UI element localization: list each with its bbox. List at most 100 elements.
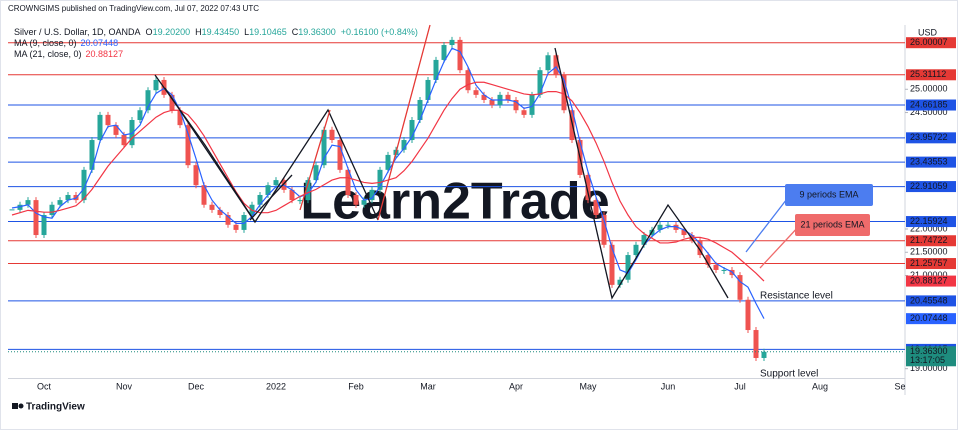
level-label: 20.45548: [910, 295, 948, 305]
candle: [353, 194, 359, 205]
trend-drawings: [154, 24, 801, 300]
candle: [521, 110, 527, 115]
level-label-box: [906, 216, 956, 228]
candle: [633, 244, 639, 256]
publisher: CROWNGIMS published on TradingView.com, …: [8, 4, 259, 13]
candle: [697, 240, 703, 256]
x-tick-label: Apr: [509, 381, 523, 391]
candle: [241, 215, 247, 230]
y-tick-label: 24.50000: [910, 107, 948, 117]
candle: [561, 74, 567, 111]
candle: [105, 114, 111, 126]
candle: [505, 94, 511, 100]
candle: [417, 99, 423, 121]
level-label: 22.15924: [910, 216, 948, 226]
legend-row: MA (9, close, 0) 20.07448: [14, 38, 118, 48]
currency: USD: [918, 27, 938, 37]
candle: [129, 120, 135, 146]
x-tick-label: Jun: [661, 381, 676, 391]
candle: [25, 200, 31, 205]
candle: [753, 330, 759, 358]
x-tick-label: Dec: [188, 381, 205, 391]
ma-label: 20.88127: [910, 275, 948, 285]
candle: [33, 200, 39, 236]
candle: [681, 229, 687, 236]
x-tick-label: Nov: [116, 381, 133, 391]
candle: [529, 94, 535, 115]
candle: [593, 200, 599, 216]
last-price-box: [906, 346, 956, 367]
ma-label-box: [906, 275, 956, 287]
level-label: 22.91059: [910, 181, 948, 191]
level-label-box: [906, 295, 956, 307]
candle: [65, 194, 71, 201]
candle: [441, 45, 447, 60]
candle: [657, 224, 663, 230]
candle: [345, 169, 351, 195]
x-tick-label: Oct: [37, 381, 52, 391]
callout-line: [759, 224, 801, 269]
level-label-box: [906, 181, 956, 193]
zigzag: [249, 174, 293, 221]
candle: [513, 99, 519, 111]
callout-text: 21 periods EMA: [800, 219, 864, 229]
candle: [601, 215, 607, 245]
level-label: 23.43553: [910, 156, 948, 166]
candle: [721, 269, 727, 271]
candle: [401, 140, 407, 150]
candle: [609, 244, 615, 285]
candle: [625, 255, 631, 280]
candle: [169, 94, 175, 111]
callout-box: [795, 214, 870, 236]
level-label: 23.95722: [910, 132, 948, 142]
candle: [257, 194, 263, 205]
legend-symbol: Silver / U.S. Dollar, 1D, OANDA: [14, 27, 141, 37]
candle: [17, 204, 23, 210]
level-label-box: [906, 235, 956, 247]
candle: [665, 224, 671, 226]
ohlc-change: +0.16100 (+0.84%): [341, 27, 418, 37]
candle: [89, 140, 95, 170]
candle: [465, 70, 471, 91]
candle: [225, 215, 231, 225]
candle: [425, 79, 431, 100]
candle: [9, 209, 15, 211]
legend-row: Silver / U.S. Dollar, 1D, OANDA O19.20200…: [14, 27, 418, 37]
zigzag: [164, 87, 256, 223]
candle: [369, 189, 375, 201]
x-tick-label: May: [579, 381, 597, 391]
candle: [457, 39, 463, 71]
trend-line: [299, 109, 331, 211]
level-label-box: [906, 99, 956, 111]
candle: [433, 59, 439, 80]
candle: [297, 200, 303, 202]
y-tick-label: 25.00000: [910, 84, 948, 94]
candle: [41, 215, 47, 236]
candle: [49, 204, 55, 216]
level-label-box: [906, 37, 956, 49]
callout-text: 9 periods EMA: [799, 189, 858, 199]
candle: [745, 299, 751, 331]
legend-name: MA (21, close, 0): [14, 49, 82, 59]
candle: [233, 224, 239, 230]
candle: [361, 200, 367, 205]
level-label: 21.74722: [910, 235, 948, 245]
candle: [57, 200, 63, 205]
candle: [97, 114, 103, 141]
candle: [377, 169, 383, 190]
callout-line: [745, 194, 791, 253]
level-label-box: [906, 132, 956, 144]
candle: [617, 279, 623, 285]
candle: [481, 94, 487, 100]
candle: [153, 79, 159, 91]
candle: [537, 70, 543, 95]
ohlc-value: 19.10465: [249, 27, 287, 37]
plot: Learn2Trade: [8, 36, 905, 361]
zigzag: [554, 47, 729, 300]
candle: [585, 174, 591, 201]
level-annotation: Support level: [760, 369, 818, 380]
candle: [409, 120, 415, 141]
ohlc-value: 19.20200: [153, 27, 191, 37]
candle: [145, 90, 151, 111]
